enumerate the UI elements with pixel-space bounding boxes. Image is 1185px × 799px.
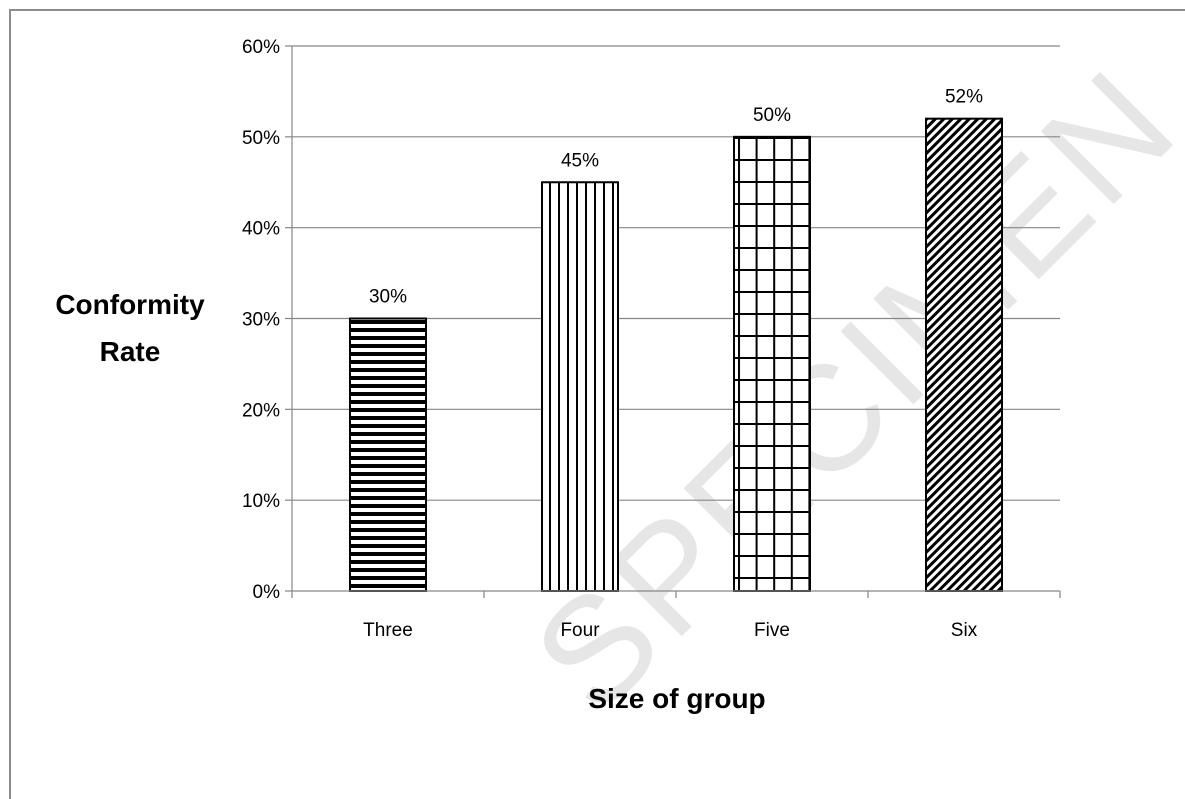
bar-three [349, 317, 427, 592]
y-axis-title-line-2: Rate [100, 336, 161, 367]
data-labels: 30% 45% 50% 52% [369, 87, 983, 308]
bar-four [541, 181, 619, 592]
y-tick-label: 0% [253, 582, 281, 603]
bar-five [733, 135, 811, 592]
data-label: 52% [945, 87, 983, 108]
chart-frame [9, 9, 1185, 799]
x-axis-title: Size of group [588, 683, 765, 714]
y-axis-title-line-1: Conformity [55, 289, 205, 320]
bars [349, 117, 1003, 593]
data-label: 50% [753, 105, 791, 126]
x-tick-label: Four [560, 620, 600, 641]
axes [285, 45, 1061, 598]
y-tick-label: 40% [242, 219, 280, 240]
y-tick-label: 10% [242, 491, 280, 512]
y-tick-label: 50% [242, 128, 280, 149]
y-tick-label: 20% [242, 400, 280, 421]
data-label: 45% [561, 150, 599, 171]
y-tick-label: 60% [242, 37, 280, 58]
x-tick-label: Three [363, 620, 413, 641]
x-tick-label: Five [754, 620, 790, 641]
bar-six [925, 117, 1003, 593]
data-label: 30% [369, 287, 407, 308]
tick-labels: 0% 10% 20% 30% 40% 50% 60% Three Four Five Six [242, 37, 978, 641]
y-tick-label: 30% [242, 310, 280, 331]
x-tick-label: Six [951, 620, 978, 641]
